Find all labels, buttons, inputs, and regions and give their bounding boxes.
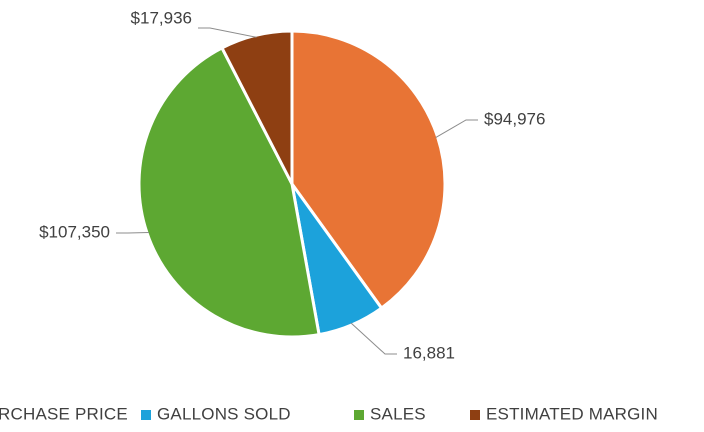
leader-line-sales xyxy=(116,231,149,234)
pie-slices xyxy=(137,29,447,339)
data-labels: $94,976 16,881 $107,350 $17,936 xyxy=(39,8,545,362)
data-label-purchase-price: $94,976 xyxy=(484,109,545,128)
leader-line-purchase-price xyxy=(435,119,478,138)
legend-swatch-sales xyxy=(354,410,364,420)
pie-slice-sales xyxy=(137,46,321,339)
data-label-sales: $107,350 xyxy=(39,222,110,241)
data-label-gallons-sold: 16,881 xyxy=(403,343,455,362)
legend-item-gallons-sold: GALLONS SOLD xyxy=(141,404,291,423)
pie-slice-estimated-margin xyxy=(220,29,294,186)
legend: PURCHASE PRICE GALLONS SOLD SALES ESTIMATED… xyxy=(0,404,658,423)
legend-item-purchase-price: PURCHASE PRICE xyxy=(0,404,128,423)
legend-item-estimated-margin: ESTIMATED MARGIN xyxy=(470,404,658,423)
legend-item-sales: SALES xyxy=(354,404,426,423)
leader-line-gallons-sold xyxy=(350,322,397,355)
legend-label-purchase-price: PURCHASE PRICE xyxy=(0,404,128,423)
legend-label-estimated-margin: ESTIMATED MARGIN xyxy=(486,404,658,423)
legend-swatch-estimated-margin xyxy=(470,410,480,420)
leader-line-estimated-margin xyxy=(198,27,257,38)
legend-label-sales: SALES xyxy=(370,404,426,423)
legend-label-gallons-sold: GALLONS SOLD xyxy=(157,404,291,423)
legend-swatch-gallons-sold xyxy=(141,410,151,420)
data-label-estimated-margin: $17,936 xyxy=(131,8,192,27)
leader-lines xyxy=(116,27,478,355)
